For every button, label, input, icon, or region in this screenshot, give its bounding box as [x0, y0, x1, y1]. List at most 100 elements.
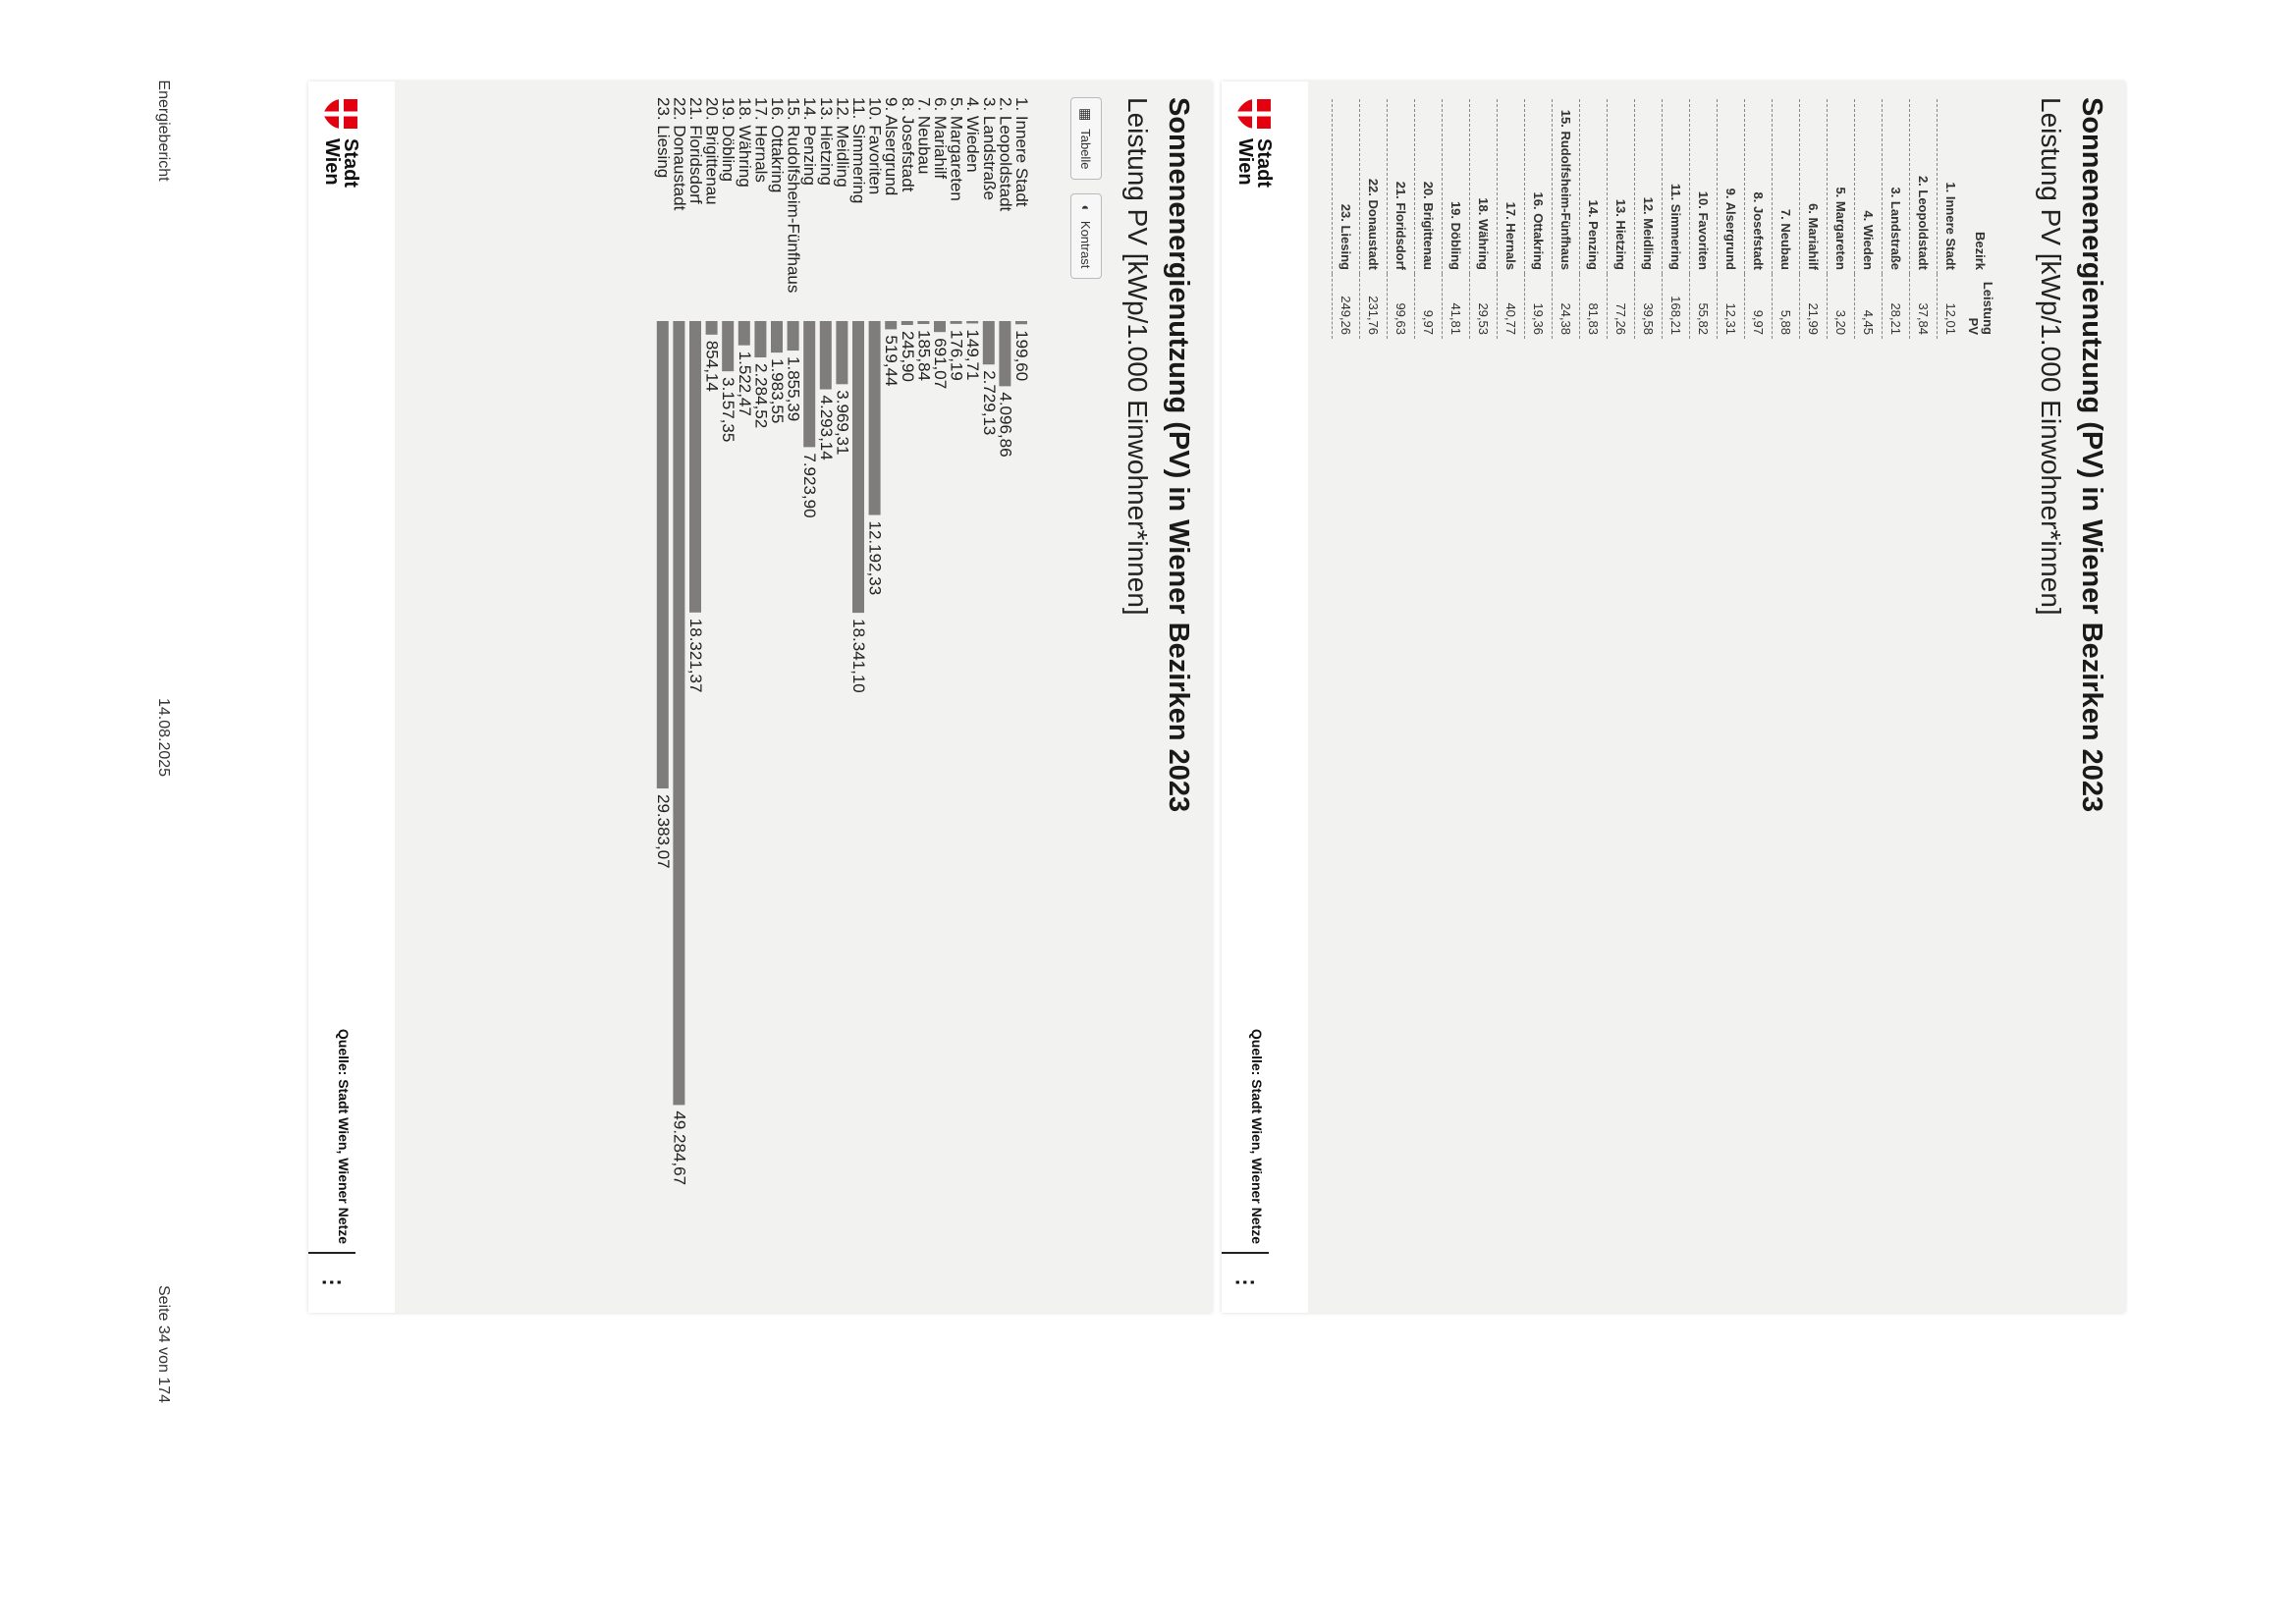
bar[interactable] [885, 321, 898, 330]
bar[interactable] [852, 321, 864, 614]
bar[interactable] [656, 321, 669, 789]
header-value: Leistung PV [1966, 281, 1995, 335]
row-value: 9,97 [1744, 274, 1773, 339]
chart-card-wrapper: Sonnenenergienutzung (PV) in Wiener Bezi… [308, 81, 1212, 1313]
category-label: 9. Alsergrund [882, 97, 901, 195]
data-label: 1.855,39 [785, 356, 803, 421]
row-district: 3. Landstraße [1882, 99, 1910, 274]
table-row: 7. Neubau 5,88 [1772, 99, 1800, 339]
page-number: Seite 34 von 174 [155, 1284, 172, 1404]
row-district: 12. Meidling [1634, 99, 1663, 274]
vienna-shield-icon [1235, 99, 1271, 129]
bar[interactable] [705, 321, 718, 335]
row-value: 55,82 [1689, 274, 1718, 339]
table-row: 17. Hernals 40,77 [1497, 99, 1525, 339]
table-card-wrapper: Sonnenenergienutzung (PV) in Wiener Bezi… [1222, 81, 2125, 1313]
bar[interactable] [754, 321, 767, 358]
data-label: 691,07 [931, 338, 950, 389]
table-row: 12. Meidling 39,58 [1634, 99, 1663, 339]
bar[interactable] [689, 321, 701, 613]
row-value: 40,77 [1497, 274, 1525, 339]
document-title: Energiebericht [155, 80, 172, 182]
data-label: 2.284,52 [751, 363, 770, 428]
category-label: 11. Simmering [849, 97, 868, 203]
table-row: 16. Ottakring 19,36 [1524, 99, 1553, 339]
category-label: 16. Ottakring [768, 97, 787, 192]
bar[interactable] [999, 321, 1011, 387]
table-row: 9. Alsergrund 12,31 [1717, 99, 1745, 339]
bar[interactable] [917, 321, 930, 325]
bar[interactable] [803, 321, 816, 448]
chart-card: Sonnenenergienutzung (PV) in Wiener Bezi… [308, 81, 1212, 1313]
category-label: 23. Liesing [654, 97, 673, 178]
row-district: 1. Innere Stadt [1937, 99, 1964, 274]
data-label: 4.293,14 [817, 396, 836, 460]
table-row: 14. Penzing 81,83 [1579, 99, 1608, 339]
row-value: 81,83 [1579, 274, 1608, 339]
row-value: 41,81 [1442, 274, 1470, 339]
bar[interactable] [722, 321, 735, 372]
row-district: 2. Leopoldstadt [1909, 99, 1938, 274]
stadt-wien-logo: Stadt Wien [321, 97, 361, 197]
row-value: 24,38 [1552, 274, 1580, 339]
chart-card-footer: Stadt Wien Quelle: Stadt Wien, Wiener Ne… [308, 81, 395, 1313]
data-label: 245,90 [899, 331, 917, 382]
pv-data-table: Bezirk Leistung PV 1. Innere Stadt 12,01 2… [1332, 99, 1997, 339]
bar[interactable] [737, 321, 750, 346]
category-label: 5. Margareten [948, 97, 966, 201]
table-row: 15. Rudolfsheim-Fünfhaus 24,38 [1552, 99, 1580, 339]
table-row: 2. Leopoldstadt 37,84 [1909, 99, 1938, 339]
bar[interactable] [950, 321, 962, 324]
row-district: 8. Josefstadt [1744, 99, 1773, 274]
bar[interactable] [901, 321, 913, 325]
bar[interactable] [771, 321, 783, 353]
bar[interactable] [982, 321, 995, 365]
row-value: 12,31 [1717, 274, 1745, 339]
bar[interactable] [1015, 321, 1027, 325]
category-label: 20. Brigittenau [703, 97, 722, 205]
table-row: 18. Währing 29,53 [1469, 99, 1498, 339]
table-row: 11. Simmering 168,21 [1662, 99, 1690, 339]
row-district: 14. Penzing [1579, 99, 1608, 274]
table-row: 22. Donaustadt 231,76 [1359, 99, 1388, 339]
data-label: 854,14 [703, 341, 722, 392]
row-value: 37,84 [1909, 274, 1938, 339]
data-label: 1.983,55 [768, 358, 787, 423]
table-row: 1. Innere Stadt 12,01 [1937, 99, 1964, 339]
category-label: 10. Favoriten [866, 97, 885, 194]
more-options-button[interactable]: ⋮ [308, 1252, 355, 1313]
row-value: 29,53 [1469, 274, 1498, 339]
row-district: 5. Margareten [1827, 99, 1855, 274]
row-value: 3,20 [1827, 274, 1855, 339]
row-district: 17. Hernals [1497, 99, 1525, 274]
more-options-button[interactable]: ⋮ [1222, 1252, 1269, 1313]
row-value: 77,26 [1607, 274, 1635, 339]
table-card-footer: Stadt Wien Quelle: Stadt Wien, Wiener Ne… [1222, 81, 1308, 1313]
row-value: 168,21 [1662, 274, 1690, 339]
bar[interactable] [819, 321, 832, 390]
bar[interactable] [836, 321, 848, 385]
row-district: 20. Brigittenau [1414, 99, 1443, 274]
table-row: 8. Josefstadt 9,97 [1744, 99, 1773, 339]
category-label: 22. Donaustadt [670, 97, 688, 211]
source-note: Quelle: Stadt Wien, Wiener Netze [1249, 1028, 1265, 1244]
logo-text: Stadt Wien [321, 138, 361, 188]
bar[interactable] [934, 321, 946, 333]
row-district: 11. Simmering [1662, 99, 1690, 274]
source-note: Quelle: Stadt Wien, Wiener Netze [336, 1028, 352, 1244]
bar[interactable] [787, 321, 799, 352]
bar[interactable] [868, 321, 881, 515]
table-row: 19. Döbling 41,81 [1442, 99, 1470, 339]
row-district: 16. Ottakring [1524, 99, 1553, 274]
bar[interactable] [673, 321, 685, 1106]
category-label: 21. Floridsdorf [686, 97, 705, 204]
data-label: 18.321,37 [686, 619, 705, 693]
row-district: 10. Favoriten [1689, 99, 1718, 274]
data-label: 2.729,13 [980, 370, 999, 435]
bar[interactable] [966, 321, 979, 324]
row-district: 18. Währing [1469, 99, 1498, 274]
category-label: 19. Döbling [719, 97, 737, 182]
table-row: 5. Margareten 3,20 [1827, 99, 1855, 339]
row-district: 15. Rudolfsheim-Fünfhaus [1552, 99, 1580, 274]
pv-bar-chart: 1. Innere Stadt 199,60 2. Leopoldstadt 4.09… [654, 97, 1031, 1185]
